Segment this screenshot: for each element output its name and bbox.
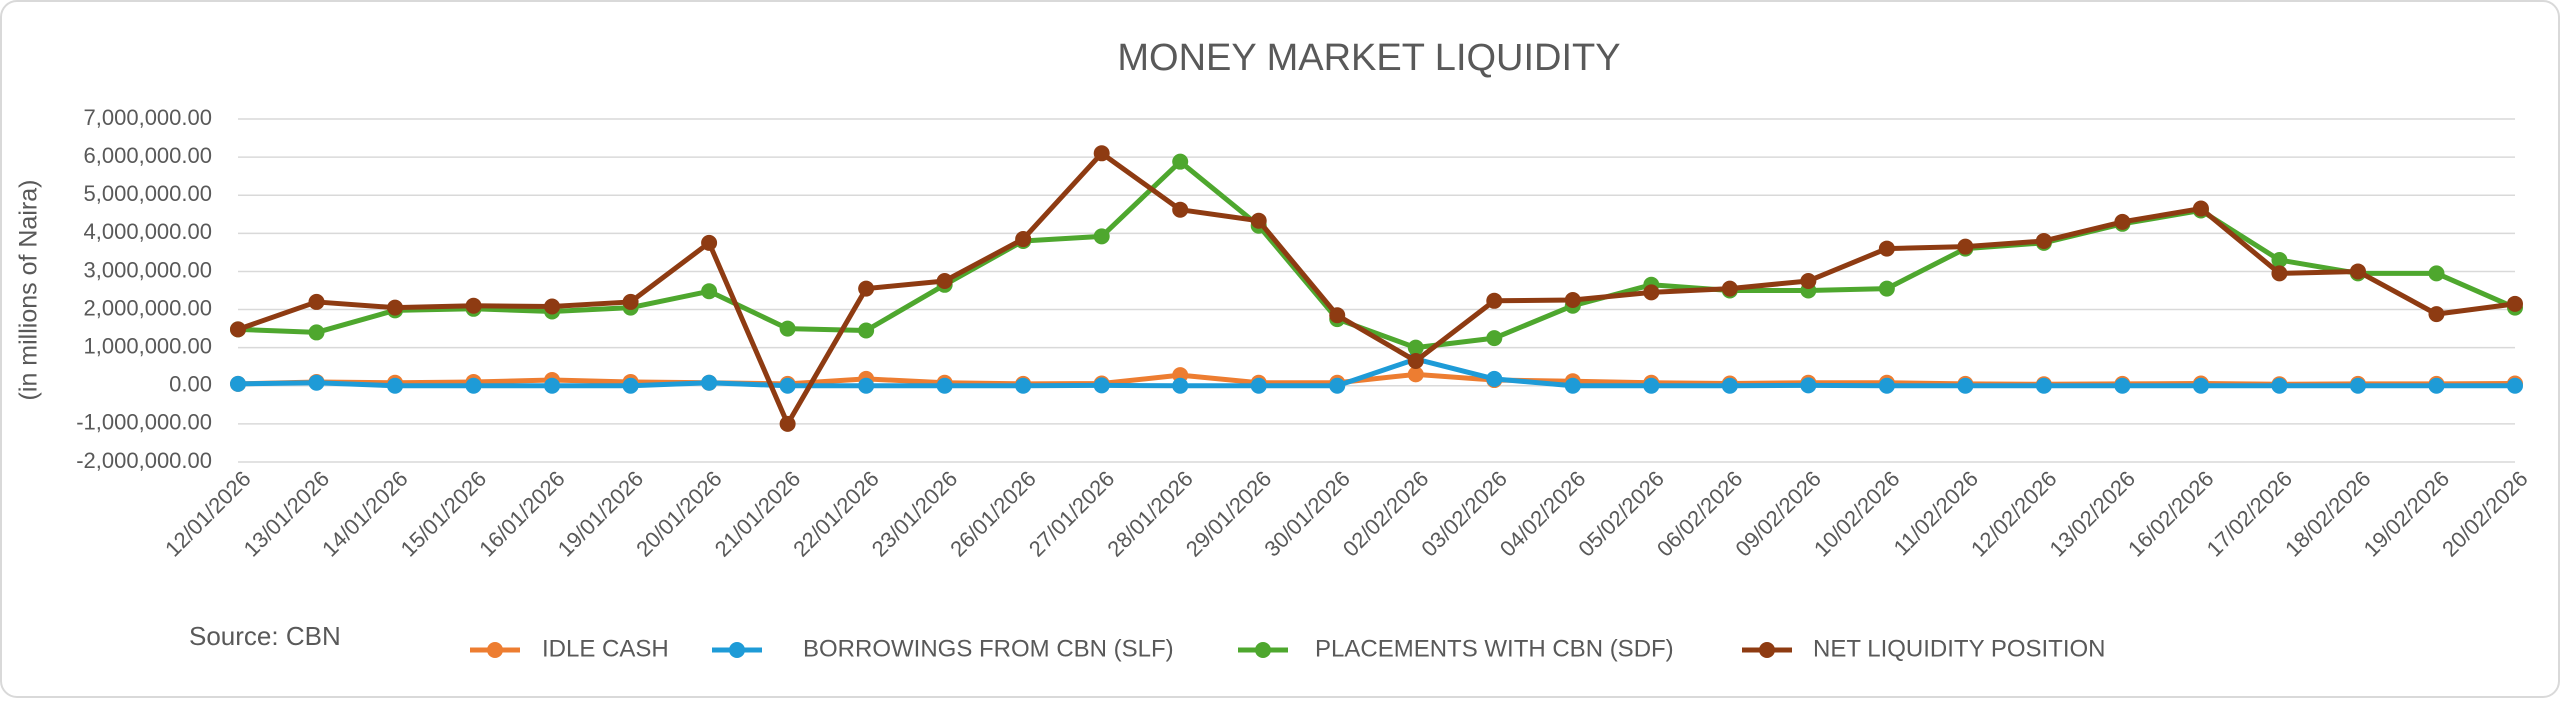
data-point (387, 299, 404, 316)
data-point (1015, 231, 1032, 248)
y-tick-label: 0.00 (169, 372, 212, 397)
y-tick-label: 6,000,000.00 (84, 143, 212, 168)
data-point (1957, 238, 1974, 255)
data-point (1878, 377, 1895, 394)
data-point (2507, 377, 2523, 394)
data-point (387, 377, 404, 394)
y-tick-label: 5,000,000.00 (84, 181, 212, 206)
series-line (237, 356, 2515, 389)
data-point (2035, 232, 2052, 249)
data-point (1878, 240, 1895, 257)
data-point (701, 234, 718, 251)
legend-marker (487, 642, 503, 658)
y-tick-label: 4,000,000.00 (84, 219, 212, 244)
data-point (622, 377, 639, 394)
legend-label: IDLE CASH (542, 635, 669, 662)
data-point (230, 375, 246, 392)
data-point (308, 374, 325, 391)
data-point (2507, 295, 2523, 312)
data-point (1329, 307, 1346, 324)
data-point (1093, 228, 1110, 245)
y-tick-label: -2,000,000.00 (76, 448, 212, 473)
data-point (1643, 284, 1660, 301)
data-point (2192, 377, 2209, 394)
data-point (1721, 377, 1738, 394)
data-point (465, 377, 482, 394)
data-point (1172, 377, 1189, 394)
data-point (858, 322, 875, 339)
legend-marker (729, 642, 745, 658)
data-point (1407, 339, 1424, 356)
data-point (1329, 377, 1346, 394)
data-point (1564, 292, 1581, 309)
data-point (1564, 377, 1581, 394)
data-point (465, 297, 482, 314)
data-point (308, 324, 325, 341)
data-point (1878, 280, 1895, 297)
data-point (2271, 377, 2288, 394)
y-tick-label: 3,000,000.00 (84, 257, 212, 282)
data-point (2428, 377, 2445, 394)
data-point (858, 377, 875, 394)
data-point (2271, 265, 2288, 282)
data-point (2271, 252, 2288, 269)
data-point (2349, 263, 2366, 280)
data-point (701, 374, 718, 391)
data-point (1172, 153, 1189, 170)
data-point (701, 283, 718, 300)
data-point (1957, 377, 1974, 394)
data-point (1800, 272, 1817, 289)
data-point (1486, 330, 1503, 347)
legend-label: PLACEMENTS WITH CBN (SDF) (1315, 635, 1674, 662)
data-point (936, 377, 953, 394)
data-point (544, 377, 561, 394)
data-point (1250, 377, 1267, 394)
source-note: Source: CBN (189, 621, 341, 651)
data-point (308, 293, 325, 310)
y-tick-label: 2,000,000.00 (84, 295, 212, 320)
data-point (1015, 377, 1032, 394)
data-point (779, 320, 796, 337)
data-point (2114, 377, 2131, 394)
data-point (1486, 370, 1503, 387)
data-point (858, 280, 875, 297)
data-point (779, 415, 796, 432)
legend-label: BORROWINGS FROM CBN (SLF) (803, 635, 1174, 662)
data-point (1093, 377, 1110, 394)
data-point (1721, 280, 1738, 297)
chart-title: MONEY MARKET LIQUIDITY (1117, 37, 1620, 79)
y-tick-label: 1,000,000.00 (84, 333, 212, 358)
data-point (2192, 200, 2209, 217)
data-point (779, 377, 796, 394)
y-tick-label: -1,000,000.00 (76, 410, 212, 435)
legend-label: NET LIQUIDITY POSITION (1813, 635, 2106, 662)
data-point (1407, 366, 1424, 383)
data-point (2428, 306, 2445, 323)
data-point (1643, 377, 1660, 394)
data-point (1407, 353, 1424, 370)
y-axis-label: (in millions of Naira) (15, 180, 43, 401)
data-point (936, 272, 953, 289)
data-point (1250, 212, 1267, 229)
data-point (1486, 292, 1503, 309)
data-point (2349, 377, 2366, 394)
legend-marker (1759, 642, 1775, 658)
legend-marker (1255, 642, 1271, 658)
data-point (1172, 201, 1189, 218)
data-point (2428, 265, 2445, 282)
data-point (1800, 377, 1817, 394)
y-tick-label: 7,000,000.00 (84, 105, 212, 130)
series-line (237, 150, 2516, 427)
data-point (622, 293, 639, 310)
data-point (1093, 145, 1110, 162)
data-point (2114, 213, 2131, 230)
data-point (544, 298, 561, 315)
data-point (2035, 377, 2052, 394)
data-point (230, 321, 246, 338)
